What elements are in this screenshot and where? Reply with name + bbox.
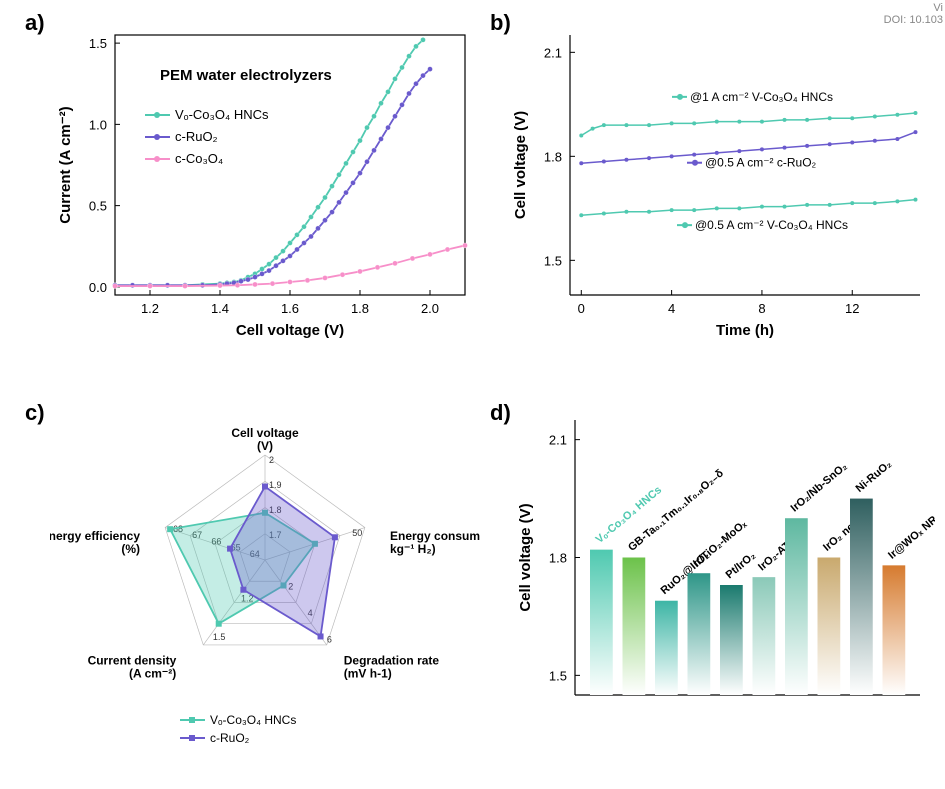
svg-text:Ir@WOₓ NRs: Ir@WOₓ NRs bbox=[886, 510, 935, 562]
svg-text:1.5: 1.5 bbox=[544, 253, 562, 268]
svg-text:c-Co₃O₄: c-Co₃O₄ bbox=[175, 151, 223, 166]
svg-text:50: 50 bbox=[352, 528, 362, 538]
svg-text:1.5: 1.5 bbox=[89, 36, 107, 51]
chart-b: 0 4 8 12 1.5 1.8 2.1 Time (h) Cell voltage (V) @1… bbox=[505, 15, 935, 345]
svg-text:2.1: 2.1 bbox=[549, 433, 567, 448]
svg-text:Cell voltage (V): Cell voltage (V) bbox=[512, 111, 529, 219]
svg-text:IrO₂/Nb-SnO₂: IrO₂/Nb-SnO₂ bbox=[789, 460, 850, 514]
label-a: a) bbox=[25, 10, 45, 36]
header-line1: Vi bbox=[933, 2, 943, 14]
svg-text:Current (A cm⁻²): Current (A cm⁻²) bbox=[57, 106, 74, 223]
svg-text:1.5: 1.5 bbox=[549, 668, 567, 683]
svg-text:1.8: 1.8 bbox=[549, 551, 567, 566]
svg-text:@1 A cm⁻² V-Co₃O₄ HNCs: @1 A cm⁻² V-Co₃O₄ HNCs bbox=[690, 90, 833, 104]
svg-text:6: 6 bbox=[327, 635, 332, 645]
svg-text:@0.5 A cm⁻² c-RuO₂: @0.5 A cm⁻² c-RuO₂ bbox=[705, 156, 817, 170]
chart-d: 1.51.82.1Cell voltage (V)Vₒ-Co₃O₄ HNCsGB… bbox=[505, 395, 935, 775]
svg-text:Vₒ-Co₃O₄ HNCs: Vₒ-Co₃O₄ HNCs bbox=[210, 713, 296, 727]
svg-text:0.5: 0.5 bbox=[89, 199, 107, 214]
svg-text:Degradation rate: Degradation rate bbox=[344, 654, 440, 668]
svg-text:0.0: 0.0 bbox=[89, 280, 107, 295]
svg-text:1.8: 1.8 bbox=[544, 149, 562, 164]
svg-text:Energy consumption (Kwh: Energy consumption (Kwh bbox=[390, 529, 480, 543]
svg-text:Energy efficiency: Energy efficiency bbox=[50, 529, 140, 543]
svg-text:1.8: 1.8 bbox=[351, 301, 369, 316]
svg-text:12: 12 bbox=[845, 301, 859, 316]
svg-text:1.0: 1.0 bbox=[89, 117, 107, 132]
svg-text:Current density: Current density bbox=[88, 654, 177, 668]
svg-text:1.5: 1.5 bbox=[213, 632, 226, 642]
svg-text:(mV h-1): (mV h-1) bbox=[344, 667, 392, 681]
svg-text:c-RuO₂: c-RuO₂ bbox=[210, 731, 250, 745]
svg-text:Ni-RuO₂: Ni-RuO₂ bbox=[854, 458, 895, 495]
svg-text:8: 8 bbox=[758, 301, 765, 316]
svg-text:1.2: 1.2 bbox=[141, 301, 159, 316]
svg-text:(V): (V) bbox=[257, 439, 273, 453]
svg-text:2.1: 2.1 bbox=[544, 45, 562, 60]
svg-text:Cell voltage: Cell voltage bbox=[231, 426, 299, 440]
svg-text:Vₒ-Co₃O₄ HNCs: Vₒ-Co₃O₄ HNCs bbox=[175, 107, 269, 122]
svg-text:0: 0 bbox=[578, 301, 585, 316]
svg-text:4: 4 bbox=[668, 301, 675, 316]
chart-c: 1.71.81.92502461.21.56465666768Cell volt… bbox=[50, 395, 480, 775]
svg-text:Cell voltage (V): Cell voltage (V) bbox=[517, 503, 534, 611]
svg-text:kg⁻¹ H₂): kg⁻¹ H₂) bbox=[390, 542, 436, 556]
chart-a: 1.2 1.4 1.6 1.8 2.0 0.0 0.5 1.0 1.5 Cell voltage … bbox=[50, 15, 480, 345]
svg-text:2: 2 bbox=[269, 455, 274, 465]
svg-text:c-RuO₂: c-RuO₂ bbox=[175, 129, 218, 144]
svg-text:(A cm⁻²): (A cm⁻²) bbox=[129, 667, 176, 681]
svg-text:Time (h): Time (h) bbox=[716, 322, 774, 339]
svg-text:Cell voltage (V): Cell voltage (V) bbox=[236, 322, 344, 339]
label-c: c) bbox=[25, 400, 45, 426]
svg-text:1.6: 1.6 bbox=[281, 301, 299, 316]
svg-text:2.0: 2.0 bbox=[421, 301, 439, 316]
svg-text:(%): (%) bbox=[121, 542, 140, 556]
svg-text:@0.5 A cm⁻² V-Co₃O₄ HNCs: @0.5 A cm⁻² V-Co₃O₄ HNCs bbox=[695, 218, 848, 232]
svg-text:Pt/IrO₂: Pt/IrO₂ bbox=[724, 550, 758, 582]
svg-text:PEM water electrolyzers: PEM water electrolyzers bbox=[160, 67, 332, 84]
svg-text:1.9: 1.9 bbox=[269, 480, 282, 490]
svg-text:1.4: 1.4 bbox=[211, 301, 229, 316]
